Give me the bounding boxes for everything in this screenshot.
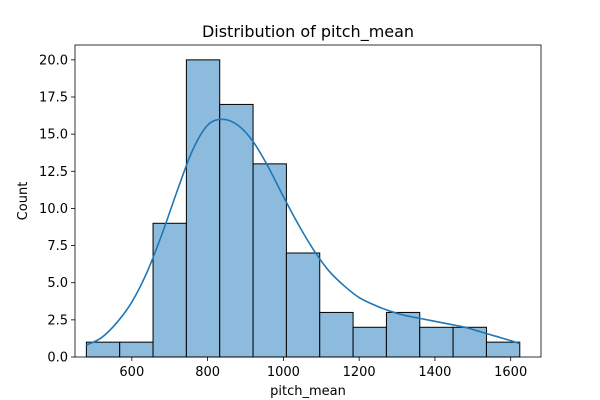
y-tick-label: 5.0 <box>47 276 68 291</box>
x-tick-label: 800 <box>195 365 220 380</box>
x-tick-label: 1400 <box>418 365 451 380</box>
x-tick-label: 1600 <box>494 365 527 380</box>
x-axis-label: pitch_mean <box>270 384 346 399</box>
y-tick-label: 12.5 <box>39 165 68 180</box>
histogram-bar <box>352 326 387 358</box>
histogram-bar <box>185 59 221 358</box>
y-tick-label: 2.5 <box>47 313 68 328</box>
histogram-bar <box>485 341 521 358</box>
histogram-bar <box>219 103 254 358</box>
histogram-bar <box>385 311 421 358</box>
histogram-bar <box>419 326 454 358</box>
x-tick-label: 1000 <box>267 365 300 380</box>
histogram-bar <box>285 252 321 358</box>
y-tick-label: 0.0 <box>47 351 68 366</box>
axes-frame <box>74 44 542 358</box>
y-tick-label: 7.5 <box>47 239 68 254</box>
x-axis-ticks: 600 800 1000 1200 1400 1600 <box>119 357 527 380</box>
histogram-bar <box>252 163 287 358</box>
y-axis-ticks: 0.0 2.5 5.0 7.5 10.0 12.5 15.0 17.5 20.0 <box>39 53 75 366</box>
y-tick-label: 20.0 <box>39 53 68 68</box>
kde-curve <box>86 118 521 346</box>
x-tick-label: 1200 <box>343 365 376 380</box>
histogram-bar <box>85 341 121 358</box>
chart-title: Distribution of pitch_mean <box>202 22 414 42</box>
y-tick-label: 15.0 <box>39 128 68 143</box>
y-axis-label: Count <box>16 182 31 221</box>
histogram-bar <box>119 341 154 358</box>
histogram-bar <box>152 222 187 358</box>
y-tick-label: 10.0 <box>39 202 68 217</box>
y-tick-label: 17.5 <box>39 91 68 106</box>
x-tick-label: 600 <box>119 365 144 380</box>
histogram-bar <box>319 311 354 358</box>
histogram-bars <box>85 59 521 358</box>
